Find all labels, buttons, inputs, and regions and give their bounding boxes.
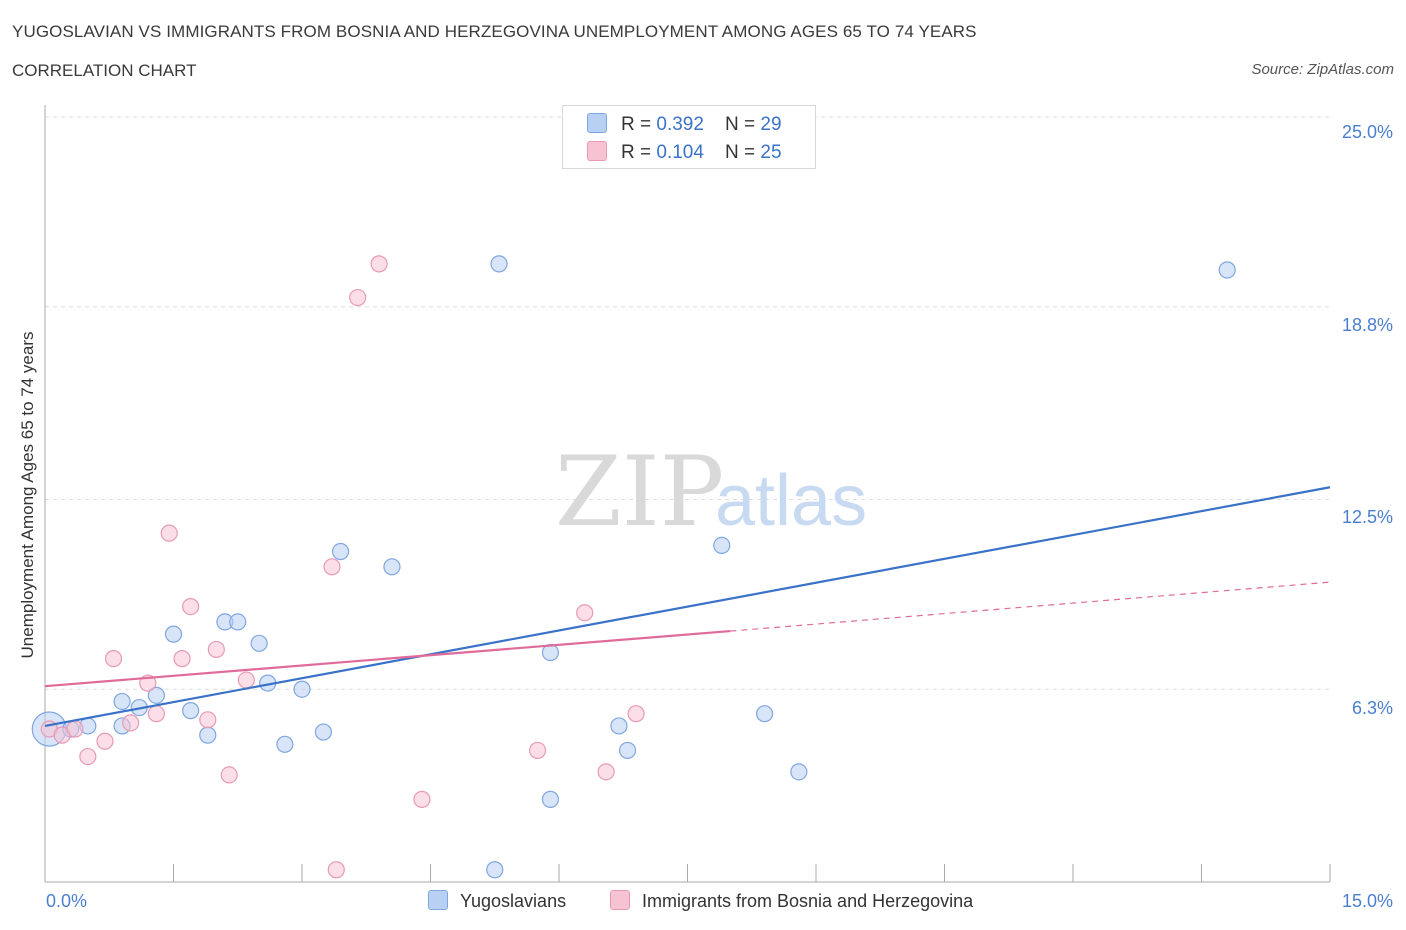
n-value: 29	[760, 114, 782, 135]
chart-subtitle: CORRELATION CHART	[12, 61, 197, 80]
yugoslavian-point	[147, 686, 165, 704]
bosnia-point	[160, 524, 178, 542]
y-tick-label: 25.0%	[1341, 122, 1393, 142]
r-value: 0.104	[656, 142, 704, 163]
bosnia-point	[147, 705, 165, 723]
bosnia-point	[220, 766, 238, 784]
legend-item-bosnia: Immigrants from Bosnia and Herzegovina	[610, 890, 973, 912]
bosnia-point	[66, 720, 84, 738]
yugoslavian-point	[113, 692, 131, 711]
r-value: 0.392	[656, 114, 704, 135]
yugoslavian-point	[331, 542, 350, 561]
pink-swatch	[587, 141, 607, 161]
bosnia-trend-line	[44, 629, 731, 688]
r-label: R =	[621, 114, 657, 135]
yugoslavian-trend-line	[44, 486, 1331, 728]
bosnia-point	[323, 558, 341, 576]
blue-swatch	[428, 890, 448, 910]
yugoslavian-point	[182, 702, 200, 720]
bosnia-point	[237, 671, 255, 689]
yugoslavian-point	[755, 705, 774, 723]
yugoslavian-point	[486, 861, 504, 879]
bosnia-point	[207, 640, 225, 659]
x-tick-label: 0.0%	[46, 891, 88, 911]
bosnia-point	[173, 650, 191, 668]
legend-row-bosnia: R = 0.104 N = 25	[587, 141, 782, 165]
yugoslavian-point	[790, 763, 808, 781]
yugoslavian-point	[610, 717, 628, 735]
bosnia-trend-extension	[730, 581, 1331, 632]
yugoslavian-point	[541, 790, 560, 808]
yugoslavian-point	[490, 255, 508, 273]
blue-swatch	[587, 113, 607, 133]
y-axis-label: Unemployment Among Ages 65 to 74 years	[18, 331, 37, 659]
watermark-zip: ZIP	[555, 436, 724, 548]
bosnia-point	[79, 747, 97, 766]
legend-label: Yugoslavians	[460, 891, 567, 911]
yugoslavian-point	[293, 680, 311, 698]
bosnia-point	[370, 255, 388, 273]
bosnia-point	[576, 604, 594, 622]
y-tick-label: 6.3%	[1351, 698, 1393, 718]
yugoslavian-point	[713, 536, 731, 555]
yugoslavian-point	[1218, 261, 1236, 279]
bosnia-point	[528, 741, 547, 760]
correlation-legend: R = 0.392 N = 29 R = 0.104 N = 25	[562, 105, 816, 169]
yugoslavian-point	[229, 613, 247, 631]
watermark-atlas: atlas	[715, 461, 867, 541]
chart-title: YUGOSLAVIAN VS IMMIGRANTS FROM BOSNIA AN…	[12, 22, 977, 41]
bosnia-point	[104, 650, 123, 668]
n-label: N =	[725, 114, 761, 135]
bosnia-point	[182, 597, 200, 616]
bosnia-point	[327, 861, 345, 879]
yugoslavian-point	[383, 558, 401, 576]
bosnia-point	[627, 705, 645, 723]
yugoslavian-point	[199, 726, 217, 744]
bosnia-point	[597, 763, 615, 781]
legend-item-yugoslavians: Yugoslavians	[428, 890, 566, 912]
bosnia-point	[413, 790, 431, 808]
r-label: R =	[621, 142, 657, 163]
yugoslavian-point	[618, 741, 637, 760]
bosnia-point	[349, 288, 367, 307]
n-label: N =	[725, 142, 761, 163]
n-value: 25	[760, 142, 782, 163]
x-tick-label: 15.0%	[1341, 891, 1393, 911]
yugoslavian-point	[276, 735, 294, 753]
bosnia-point	[96, 732, 114, 750]
bosnia-point	[122, 714, 140, 732]
yugoslavian-point	[250, 634, 268, 652]
legend-label: Immigrants from Bosnia and Herzegovina	[642, 891, 974, 911]
pink-swatch	[610, 890, 630, 910]
bosnia-point	[199, 711, 217, 729]
y-tick-label: 12.5%	[1341, 507, 1393, 527]
legend-row-yugoslavians: R = 0.392 N = 29	[587, 113, 782, 137]
source-label: Source: ZipAtlas.com	[1251, 61, 1394, 78]
yugoslavian-point	[164, 625, 183, 643]
yugoslavian-point	[314, 723, 333, 741]
y-tick-label: 18.8%	[1341, 315, 1393, 335]
